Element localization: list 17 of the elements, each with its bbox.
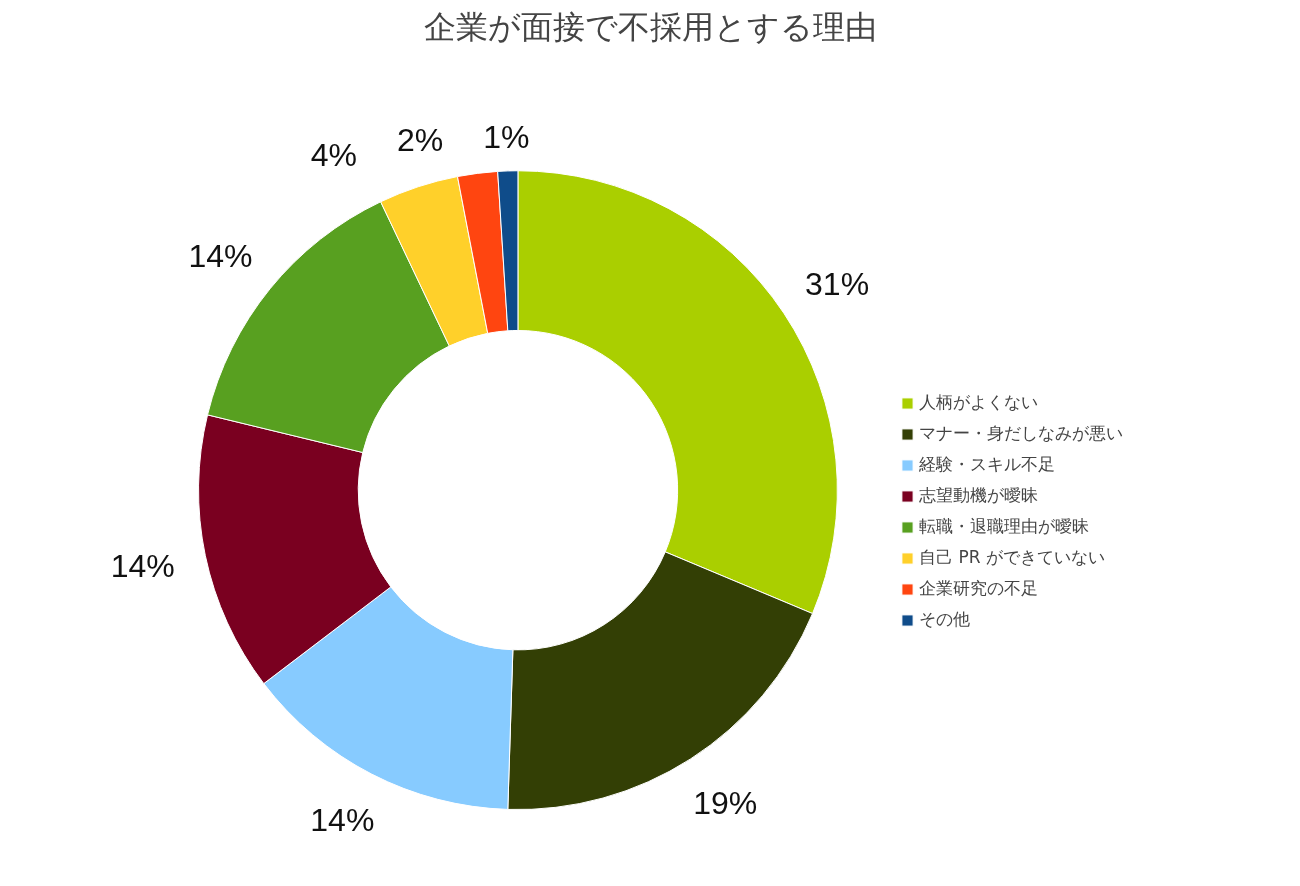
data-label: 14% xyxy=(310,802,375,839)
chart-title: 企業が面接で不採用とする理由 xyxy=(424,7,877,46)
legend-label: 経験・スキル不足 xyxy=(919,453,1055,476)
legend-label: その他 xyxy=(919,608,970,631)
data-label: 14% xyxy=(110,548,175,585)
legend-label: 転職・退職理由が曖昧 xyxy=(919,515,1089,538)
data-label: 4% xyxy=(310,136,358,173)
data-label: 31% xyxy=(805,266,870,303)
data-label: 14% xyxy=(188,237,253,274)
legend-label: マナー・身だしなみが悪い xyxy=(919,422,1123,445)
data-label: 1% xyxy=(483,119,530,156)
legend-label: 自己 PR ができていない xyxy=(919,546,1105,569)
legend-label: 人柄がよくない xyxy=(919,391,1038,414)
data-label: 19% xyxy=(693,784,758,821)
legend-label: 志望動機が曖昧 xyxy=(919,484,1038,507)
legend-label: 企業研究の不足 xyxy=(919,577,1038,600)
data-label: 2% xyxy=(397,122,444,159)
